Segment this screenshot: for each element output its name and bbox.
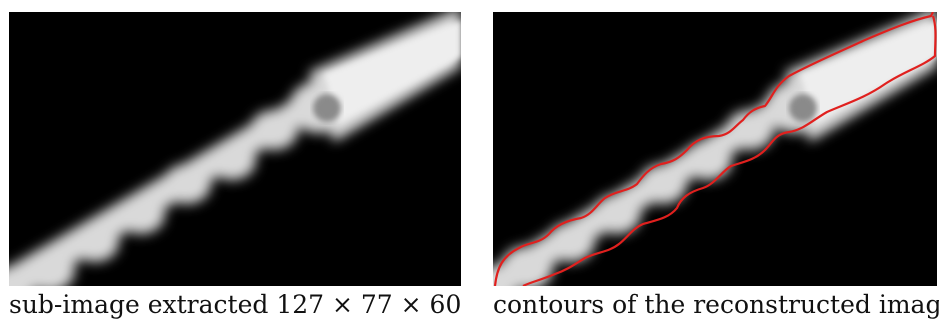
bright-knot — [789, 94, 817, 122]
reconstructed-panel — [493, 12, 937, 286]
right-caption: contours of the reconstructed image — [493, 290, 939, 319]
left-caption: sub-image extracted 127 × 77 × 60 — [9, 290, 462, 319]
bright-knot — [313, 94, 341, 122]
reconstructed-render — [493, 12, 937, 286]
sub-image-render — [9, 12, 461, 286]
sub-image-panel — [9, 12, 461, 286]
reconstruction-contour — [493, 12, 937, 286]
